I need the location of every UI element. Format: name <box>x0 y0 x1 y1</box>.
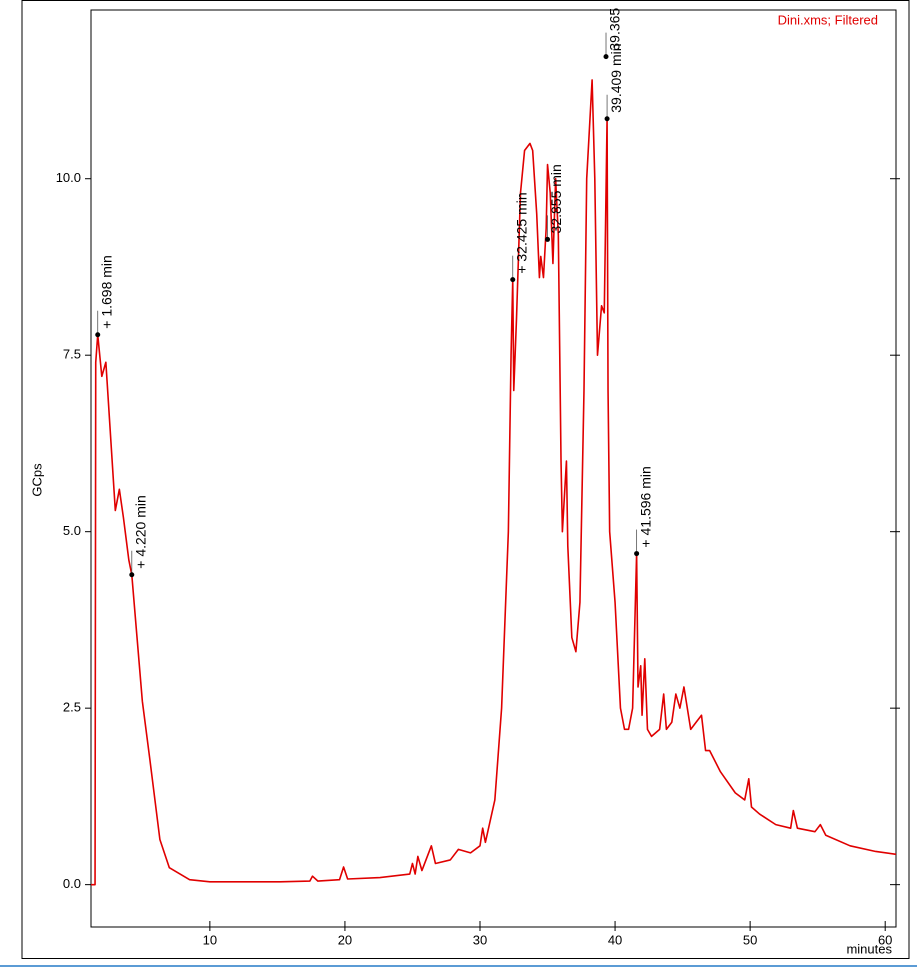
x-tick-label: 40 <box>608 932 622 947</box>
y-tick-label: 10.0 <box>56 170 81 185</box>
annotation-label: + 41.596 min <box>637 466 653 547</box>
chart-title: Dini.xms; Filtered <box>778 12 878 27</box>
plot-frame <box>90 9 897 928</box>
annotation-marker <box>545 236 551 242</box>
annotation-marker <box>603 54 609 60</box>
y-tick-label: 5.0 <box>63 523 81 538</box>
annotation-label: 32.855 min <box>548 164 564 233</box>
annotation-marker <box>604 116 610 122</box>
annotation-label: + 4.220 min <box>132 495 148 569</box>
x-tick-label: 20 <box>338 932 352 947</box>
x-tick-label: 60 <box>878 932 892 947</box>
y-tick-label: 2.5 <box>63 700 81 715</box>
annotation-marker <box>510 277 516 283</box>
x-tick-label: 50 <box>743 932 757 947</box>
annotation-label: + 1.698 min <box>98 255 114 329</box>
x-tick-label: 10 <box>203 932 217 947</box>
y-tick-label: 7.5 <box>63 347 81 362</box>
y-tick-label: 0.0 <box>63 876 81 891</box>
annotation-label: 39.365 <box>607 8 623 51</box>
x-tick-label: 30 <box>473 932 487 947</box>
chromatogram-line <box>91 79 897 886</box>
y-axis-label: GCps <box>29 463 44 497</box>
x-axis-label: minutes <box>846 941 892 956</box>
annotation-marker <box>634 551 640 557</box>
annotation-marker <box>95 332 101 338</box>
annotation-label: + 32.425 min <box>513 192 529 273</box>
page-frame <box>21 0 910 959</box>
annotation-label: 39.409 min <box>608 43 624 112</box>
annotation-marker <box>129 572 135 578</box>
